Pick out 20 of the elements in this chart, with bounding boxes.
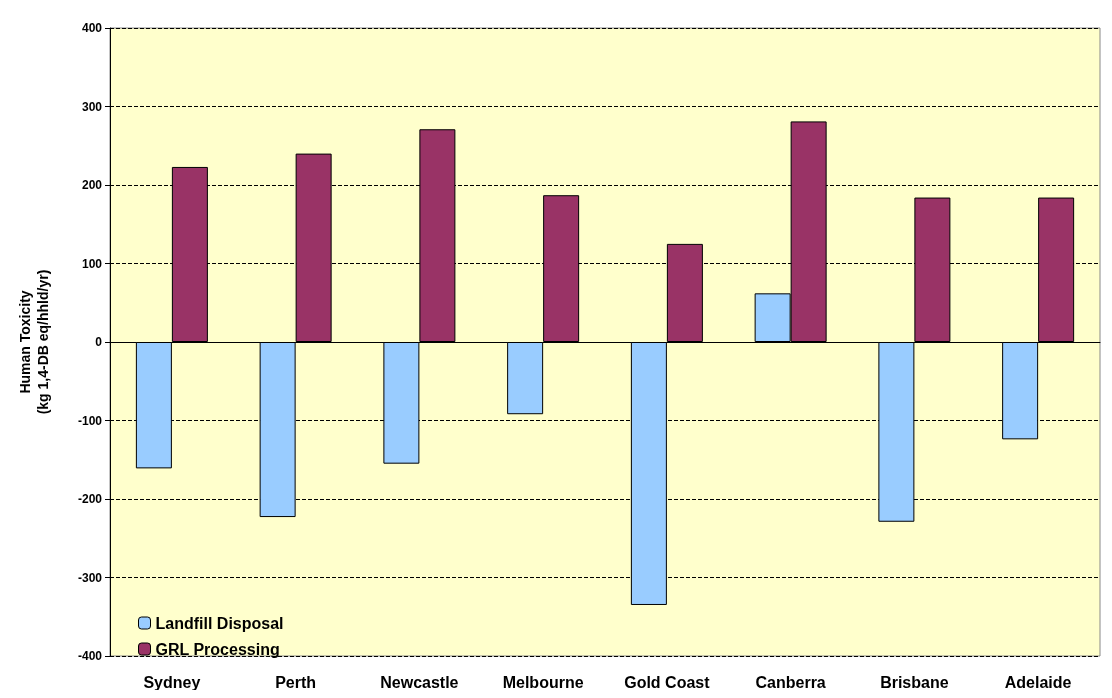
y-tick-label: 400 (81, 21, 103, 35)
y-tick-label: -200 (77, 492, 103, 506)
x-tick-label: Sydney (143, 673, 201, 691)
y-tick-label: -100 (77, 413, 103, 428)
x-tick-label: Canberra (755, 673, 826, 691)
y-tick-label: 0 (95, 335, 103, 349)
y-tick-label: 100 (81, 256, 103, 271)
x-tick-label: Newcastle (380, 673, 459, 691)
y-tick-label: 200 (81, 178, 103, 192)
x-tick-label: Gold Coast (624, 673, 711, 691)
y-tick-label: -400 (77, 649, 103, 663)
y-tick-label: 300 (81, 99, 103, 114)
x-tick-label: Perth (275, 673, 317, 691)
legend-label: GRL Processing (155, 640, 280, 658)
legend-label: Landfill Disposal (155, 614, 284, 632)
y-tick-label: -300 (77, 570, 103, 585)
x-tick-label: Brisbane (880, 673, 949, 691)
y-axis-title: Human Toxicity (kg 1,4-DB eq/hhld/yr) (17, 269, 51, 415)
x-tick-label: Melbourne (502, 673, 584, 691)
x-tick-label: Adelaide (1004, 673, 1072, 691)
